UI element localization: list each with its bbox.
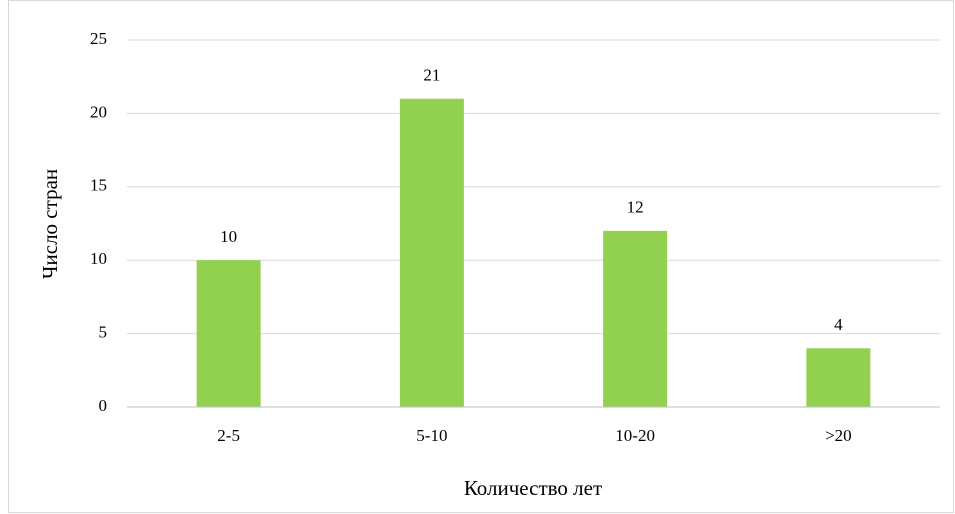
data-label: 21: [423, 66, 440, 85]
chart-frame: [8, 0, 954, 513]
x-tick-label: >20: [825, 426, 852, 445]
y-tick-label: 0: [99, 396, 108, 415]
y-tick-label: 20: [90, 102, 107, 121]
x-axis-title: Количество лет: [464, 476, 602, 500]
x-tick-label: 5-10: [416, 426, 447, 445]
x-tick-label: 10-20: [615, 426, 655, 445]
x-tick-label: 2-5: [217, 426, 240, 445]
y-axis-title: Число стран: [38, 169, 62, 279]
y-tick-label: 15: [90, 176, 107, 195]
bar: [399, 98, 464, 407]
y-tick-label: 5: [99, 323, 108, 342]
data-label: 12: [627, 198, 644, 217]
bar: [603, 230, 668, 407]
y-tick-label: 10: [90, 249, 107, 268]
bar: [806, 348, 871, 407]
bar: [196, 260, 261, 407]
data-label: 10: [220, 227, 237, 246]
y-tick-label: 25: [90, 29, 107, 48]
data-label: 4: [834, 315, 843, 334]
